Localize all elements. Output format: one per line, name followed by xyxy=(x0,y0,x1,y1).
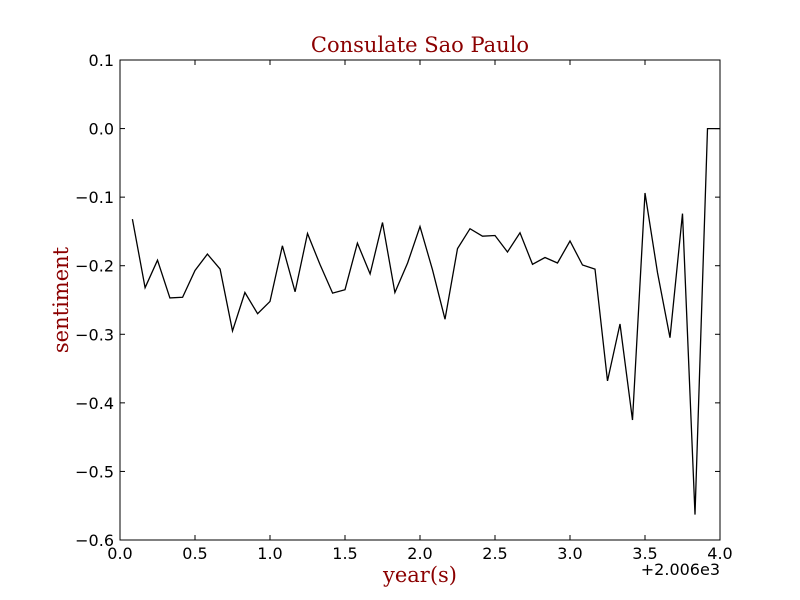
y-tick-label: 0.1 xyxy=(89,51,114,70)
y-axis-title: sentiment xyxy=(49,246,73,353)
y-tick-label: −0.3 xyxy=(75,325,114,344)
plot-frame xyxy=(119,59,721,541)
x-tick-label: 2.0 xyxy=(407,544,432,563)
x-tick-label: 1.0 xyxy=(257,544,282,563)
tick-labels: 0.0 0.5 1.0 1.5 2.0 2.5 3.0 3.5 4.0 0.1 0.0 −0.1 −0.… xyxy=(75,51,733,563)
x-tick-label: 2.5 xyxy=(482,544,507,563)
x-tick-label: 3.5 xyxy=(632,544,657,563)
x-tick-label: 0.5 xyxy=(182,544,207,563)
y-tick-label: 0.0 xyxy=(89,120,114,139)
x-tick-label: 4.0 xyxy=(707,544,732,563)
y-tick-label: −0.2 xyxy=(75,257,114,276)
sentiment-series-line xyxy=(131,127,720,515)
chart-title: Consulate Sao Paulo xyxy=(311,33,529,57)
y-tick-label: −0.5 xyxy=(75,462,114,481)
plot-area xyxy=(120,60,720,540)
x-tick-label: 1.5 xyxy=(332,544,357,563)
y-tick-label: −0.6 xyxy=(75,531,114,550)
x-tick-label: 0.0 xyxy=(107,544,132,563)
x-axis-title: year(s) xyxy=(382,563,457,587)
x-tick-label: 3.0 xyxy=(557,544,582,563)
x-axis-offset-label: +2.006e3 xyxy=(641,560,720,579)
y-tick-label: −0.4 xyxy=(75,394,114,413)
y-tick-label: −0.1 xyxy=(75,188,114,207)
